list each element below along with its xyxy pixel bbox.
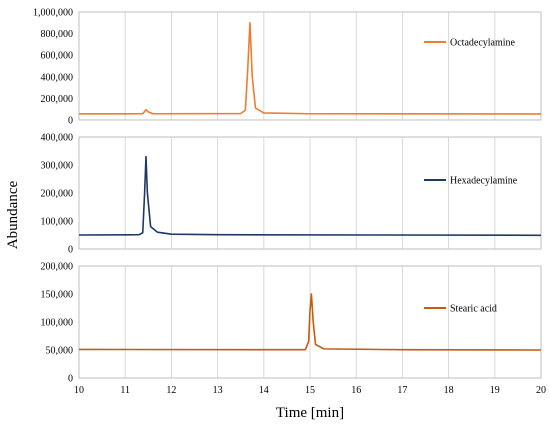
x-tick-label: 10	[74, 385, 84, 396]
plot-frame	[78, 136, 542, 250]
plot-frame	[78, 11, 542, 121]
x-tick-label: 15	[305, 385, 315, 396]
y-axis-title: Abundance	[5, 181, 21, 250]
y-tick-label: 200,000	[41, 262, 74, 273]
legend-label: Stearic acid	[450, 304, 497, 315]
y-tick-label: 0	[68, 116, 73, 127]
y-tick-label: 1,000,000	[33, 8, 73, 19]
y-tick-label: 200,000	[41, 189, 74, 200]
y-tick-label: 400,000	[41, 133, 74, 144]
x-tick-label: 13	[213, 385, 223, 396]
legend-label: Octadecylamine	[450, 38, 516, 49]
y-tick-label: 100,000	[41, 318, 74, 329]
x-tick-label: 16	[351, 385, 361, 396]
x-tick-label: 11	[120, 385, 130, 396]
series-line-hexadecylamine	[78, 155, 542, 237]
y-tick-label: 150,000	[41, 290, 74, 301]
legend-label: Hexadecylamine	[450, 176, 518, 187]
y-tick-label: 600,000	[41, 51, 74, 62]
y-tick-label: 100,000	[41, 217, 74, 228]
x-tick-label: 14	[259, 385, 269, 396]
x-tick-label: 19	[490, 385, 500, 396]
x-tick-label: 18	[444, 385, 454, 396]
x-tick-label: 20	[536, 385, 546, 396]
y-tick-label: 300,000	[41, 161, 74, 172]
series-line-octadecylamine	[78, 22, 542, 115]
series-line-stearic-acid	[78, 293, 542, 351]
y-tick-label: 0	[68, 245, 73, 256]
x-axis-title: Time [min]	[276, 405, 344, 421]
y-tick-label: 200,000	[41, 94, 74, 105]
y-tick-label: 50,000	[46, 346, 74, 357]
plot-frame	[78, 265, 542, 379]
y-tick-label: 800,000	[41, 29, 74, 40]
x-tick-label: 12	[166, 385, 176, 396]
y-tick-label: 0	[68, 374, 73, 385]
x-tick-label: 17	[397, 385, 407, 396]
y-tick-label: 400,000	[41, 72, 74, 83]
